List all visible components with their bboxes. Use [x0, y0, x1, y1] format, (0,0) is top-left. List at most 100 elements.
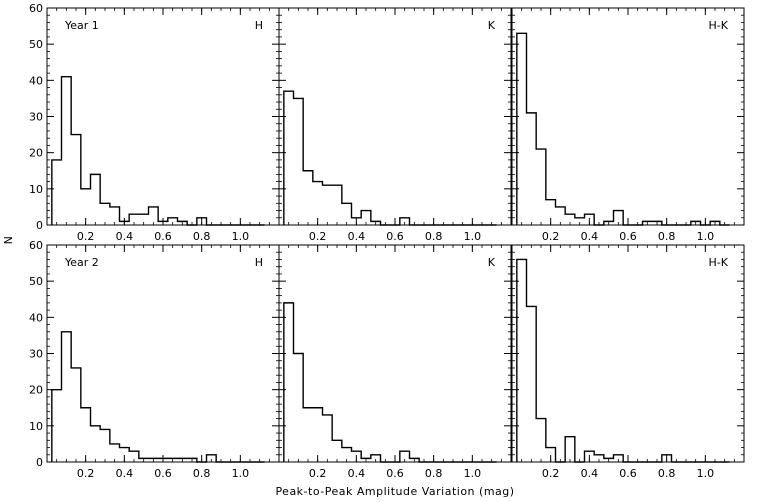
y-tick-label: 10 — [29, 183, 43, 196]
histogram-bar — [400, 218, 410, 225]
y-tick-label: 50 — [29, 275, 43, 288]
histogram-bar — [284, 303, 294, 462]
histogram-bar — [303, 408, 313, 462]
x-tick-label: 0.8 — [425, 230, 443, 243]
x-tick-label: 0.6 — [386, 230, 404, 243]
histogram-bar — [585, 214, 595, 225]
histogram-outline — [51, 76, 265, 226]
histogram-bar — [52, 390, 62, 462]
x-tick-label: 1.0 — [232, 467, 250, 480]
x-tick-label: 1.0 — [697, 467, 715, 480]
y-tick-label: 20 — [29, 384, 43, 397]
histogram-bar — [323, 185, 333, 225]
x-tick-label: 1.0 — [464, 467, 482, 480]
histogram-bar — [565, 214, 575, 225]
histogram-bar — [207, 455, 217, 462]
histogram-bar — [342, 448, 352, 462]
x-tick-label: 0.6 — [386, 467, 404, 480]
year-label: Year 1 — [64, 19, 99, 32]
panel-2-h-k: 0.2 0.4 0.6 0.8 1.0 H-K — [511, 244, 745, 480]
y-tick-label: 30 — [29, 111, 43, 124]
y-tick-label: 30 — [29, 348, 43, 361]
histogram-bar — [585, 451, 595, 462]
x-tick-label: 1.0 — [464, 230, 482, 243]
histogram-bar — [400, 451, 410, 462]
x-tick-label: 0.4 — [116, 230, 134, 243]
band-label: H-K — [709, 256, 729, 269]
histogram-bar — [294, 98, 304, 225]
band-label: H — [255, 19, 263, 32]
histogram-outline — [51, 331, 265, 463]
histogram-bar — [120, 448, 130, 462]
histogram-outline — [516, 258, 730, 463]
x-tick-label: 0.2 — [77, 467, 95, 480]
histogram-bar — [71, 368, 81, 462]
x-tick-label: 0.8 — [193, 230, 211, 243]
histogram-bar — [129, 214, 139, 225]
y-tick-label: 40 — [29, 74, 43, 87]
histogram-bar — [546, 200, 556, 225]
histogram-bar — [575, 218, 585, 225]
histogram-bar — [129, 451, 139, 462]
y-tick-label: 0 — [36, 456, 43, 469]
histogram-bar — [110, 207, 120, 225]
x-tick-label: 0.8 — [658, 230, 676, 243]
histogram-bar — [352, 451, 362, 462]
histogram-bar — [71, 135, 81, 225]
y-tick-label: 40 — [29, 311, 43, 324]
histogram-bar — [284, 91, 294, 225]
histogram-bar — [332, 185, 342, 225]
panel-frame — [511, 244, 745, 463]
histogram-bar — [139, 214, 149, 225]
x-tick-label: 0.6 — [619, 467, 637, 480]
histogram-bar — [352, 218, 362, 225]
x-tick-label: 1.0 — [232, 230, 250, 243]
histogram-bar — [546, 448, 556, 462]
panel-2-h: 0 10 20 30 40 50 60 0.2 0.4 0.6 0.8 1.0 Year 2 H — [29, 239, 280, 480]
x-tick-label: 0.4 — [348, 467, 366, 480]
histogram-bar — [527, 113, 537, 225]
histogram-bar — [62, 332, 72, 462]
panel-1-k: 0.2 0.4 0.6 0.8 1.0 K — [278, 7, 512, 243]
x-tick-label: 0.8 — [658, 467, 676, 480]
histogram-bar — [110, 444, 120, 462]
y-tick-label: 20 — [29, 147, 43, 160]
x-tick-label: 0.8 — [193, 467, 211, 480]
histogram-bar — [91, 426, 101, 462]
histogram-bar — [81, 189, 91, 225]
histogram-bar — [197, 218, 207, 225]
y-tick-label: 60 — [29, 239, 43, 252]
histogram-bar — [100, 203, 110, 225]
histogram-bar — [361, 211, 371, 225]
x-tick-label: 0.2 — [309, 230, 327, 243]
y-tick-label: 60 — [29, 2, 43, 15]
x-tick-label: 0.8 — [425, 467, 443, 480]
panel-1-h-k: 0.2 0.4 0.6 0.8 1.0 H-K — [511, 7, 745, 243]
y-tick-label: 0 — [36, 219, 43, 232]
x-tick-label: 0.6 — [619, 230, 637, 243]
band-label: K — [488, 256, 496, 269]
histogram-bar — [536, 149, 546, 225]
band-label: K — [488, 19, 496, 32]
histogram-bar — [313, 182, 323, 225]
histogram-bar — [62, 77, 72, 225]
x-tick-label: 1.0 — [697, 230, 715, 243]
histogram-bar — [100, 429, 110, 462]
year-label: Year 2 — [64, 256, 99, 269]
x-tick-label: 0.2 — [309, 467, 327, 480]
histogram-bar — [323, 415, 333, 462]
y-tick-label: 10 — [29, 420, 43, 433]
histogram-bar — [168, 218, 178, 225]
x-tick-label: 0.2 — [542, 467, 560, 480]
x-axis-title: Peak-to-Peak Amplitude Variation (mag) — [275, 485, 514, 498]
histogram-bar — [517, 33, 527, 225]
panel-2-k: 0.2 0.4 0.6 0.8 1.0 K — [278, 244, 512, 480]
panel-1-h: 0 10 20 30 40 50 60 0.2 0.4 0.6 0.8 1.0 Year 1 H — [29, 2, 280, 243]
x-tick-label: 0.4 — [581, 230, 599, 243]
histogram-bar — [294, 354, 304, 463]
x-tick-label: 0.2 — [542, 230, 560, 243]
histogram-outline — [283, 302, 497, 463]
panel-frame — [511, 7, 745, 226]
histogram-bar — [556, 207, 566, 225]
